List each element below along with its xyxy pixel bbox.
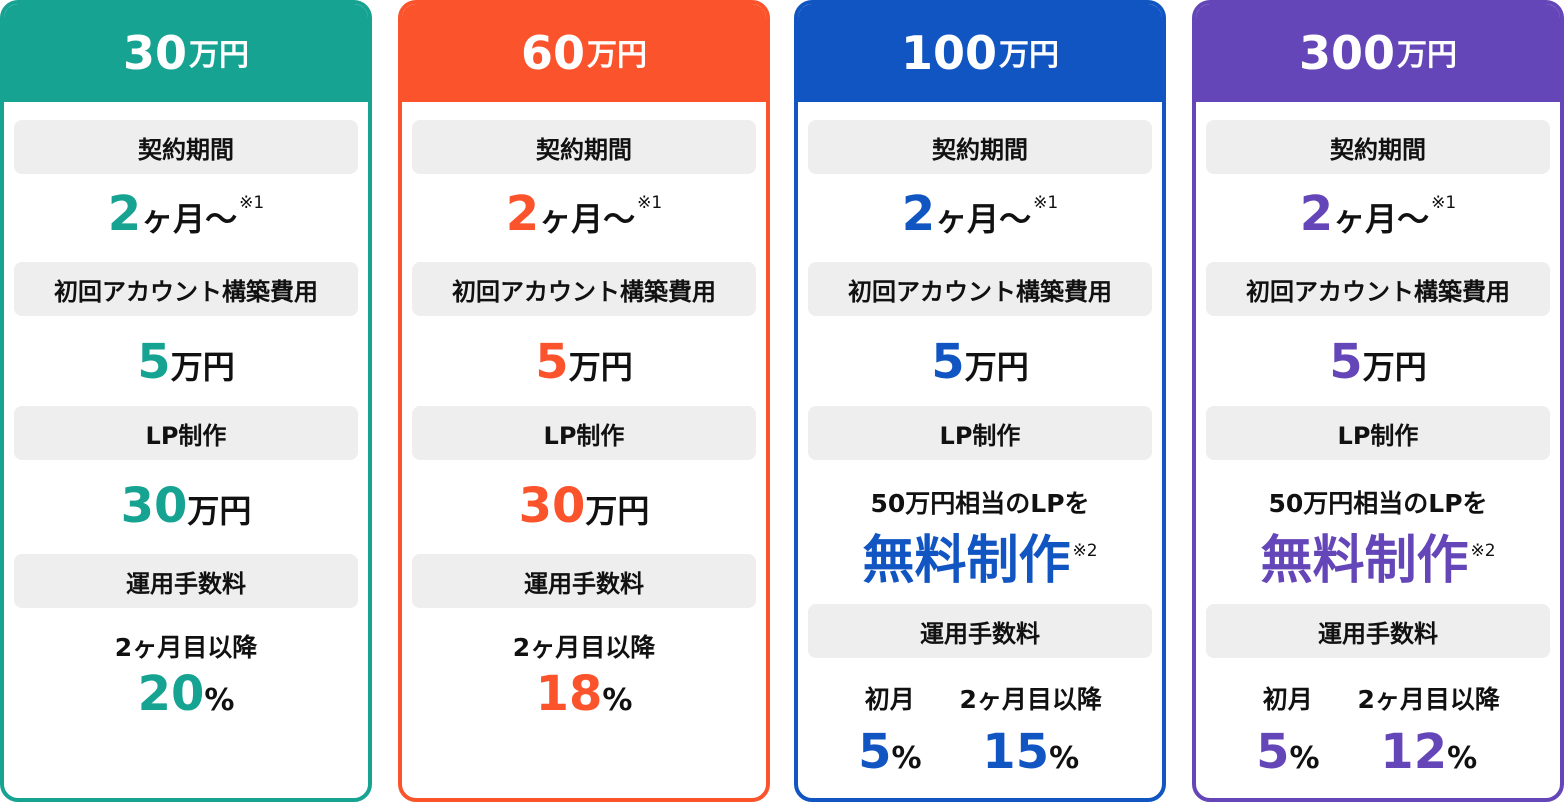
lp-free-value: 無料制作 ※2: [1260, 531, 1496, 591]
footnote-1: ※1: [239, 193, 265, 213]
fee-split: 初月 5% 2ヶ月目以降 12%: [1196, 680, 1560, 780]
fee-first-month: 初月 5%: [1256, 685, 1320, 780]
plan-price: 60: [520, 26, 585, 80]
setup-fee-value: 5万円: [535, 334, 633, 390]
contract-period-value: 2ヶ月〜 ※1: [505, 186, 663, 242]
label-setup-fee: 初回アカウント構築費用: [1206, 262, 1550, 316]
label-lp-production: LP制作: [412, 406, 756, 460]
label-management-fee: 運用手数料: [14, 554, 358, 608]
lp-free-value: 無料制作 ※2: [862, 531, 1098, 591]
label-management-fee: 運用手数料: [1206, 604, 1550, 658]
contract-period-value: 2ヶ月〜 ※1: [107, 186, 265, 242]
lp-free-line: 50万円相当のLPを: [1268, 489, 1488, 518]
plan-price: 30: [122, 26, 187, 80]
plan-price-unit: 万円: [189, 38, 249, 73]
fee-value: 18%: [535, 666, 633, 722]
plan-card-100: 100 万円 契約期間 2ヶ月〜 ※1 初回アカウント構築費用 5万円 LP制作 5…: [794, 0, 1166, 802]
plan-price-unit: 万円: [999, 38, 1060, 73]
fee-split: 初月 5% 2ヶ月目以降 15%: [798, 680, 1162, 780]
plan-header: 30 万円: [4, 4, 368, 102]
lp-production-value: 30万円: [518, 478, 650, 534]
label-setup-fee: 初回アカウント構築費用: [808, 262, 1152, 316]
label-lp-production: LP制作: [808, 406, 1152, 460]
setup-fee-value: 5万円: [1329, 334, 1427, 390]
lp-free-line: 50万円相当のLPを: [870, 489, 1090, 518]
label-contract-period: 契約期間: [1206, 120, 1550, 174]
setup-fee-value: 5万円: [931, 334, 1029, 390]
label-setup-fee: 初回アカウント構築費用: [14, 262, 358, 316]
plan-price: 100: [900, 26, 998, 80]
contract-period-value: 2ヶ月〜 ※1: [1299, 186, 1457, 242]
fee-period-label: 2ヶ月目以降: [512, 633, 656, 662]
fee-later-months: 2ヶ月目以降 15%: [959, 685, 1102, 780]
setup-fee-value: 5万円: [137, 334, 235, 390]
footnote-2: ※2: [1072, 541, 1098, 561]
label-management-fee: 運用手数料: [412, 554, 756, 608]
plan-price-unit: 万円: [1397, 38, 1458, 73]
footnote-1: ※1: [1431, 193, 1457, 213]
label-contract-period: 契約期間: [412, 120, 756, 174]
label-contract-period: 契約期間: [14, 120, 358, 174]
plan-header: 100 万円: [798, 4, 1162, 102]
footnote-1: ※1: [1033, 193, 1059, 213]
plan-card-30: 30 万円 契約期間 2ヶ月〜 ※1 初回アカウント構築費用 5万円 LP制作 30…: [0, 0, 372, 802]
fee-value: 20%: [137, 666, 235, 722]
plan-price-unit: 万円: [587, 38, 647, 73]
label-contract-period: 契約期間: [808, 120, 1152, 174]
fee-first-month: 初月 5%: [858, 685, 922, 780]
footnote-1: ※1: [637, 193, 663, 213]
fee-later-months: 2ヶ月目以降 12%: [1357, 685, 1500, 780]
plan-price: 300: [1298, 26, 1396, 80]
label-setup-fee: 初回アカウント構築費用: [412, 262, 756, 316]
plan-header: 60 万円: [402, 4, 766, 102]
label-lp-production: LP制作: [1206, 406, 1550, 460]
label-management-fee: 運用手数料: [808, 604, 1152, 658]
plan-card-60: 60 万円 契約期間 2ヶ月〜 ※1 初回アカウント構築費用 5万円 LP制作 30…: [398, 0, 770, 802]
lp-production-value: 30万円: [120, 478, 252, 534]
contract-period-value: 2ヶ月〜 ※1: [901, 186, 1059, 242]
footnote-2: ※2: [1470, 541, 1496, 561]
label-lp-production: LP制作: [14, 406, 358, 460]
plan-header: 300 万円: [1196, 4, 1560, 102]
plan-card-300: 300 万円 契約期間 2ヶ月〜 ※1 初回アカウント構築費用 5万円 LP制作 5…: [1192, 0, 1564, 802]
fee-period-label: 2ヶ月目以降: [114, 633, 258, 662]
